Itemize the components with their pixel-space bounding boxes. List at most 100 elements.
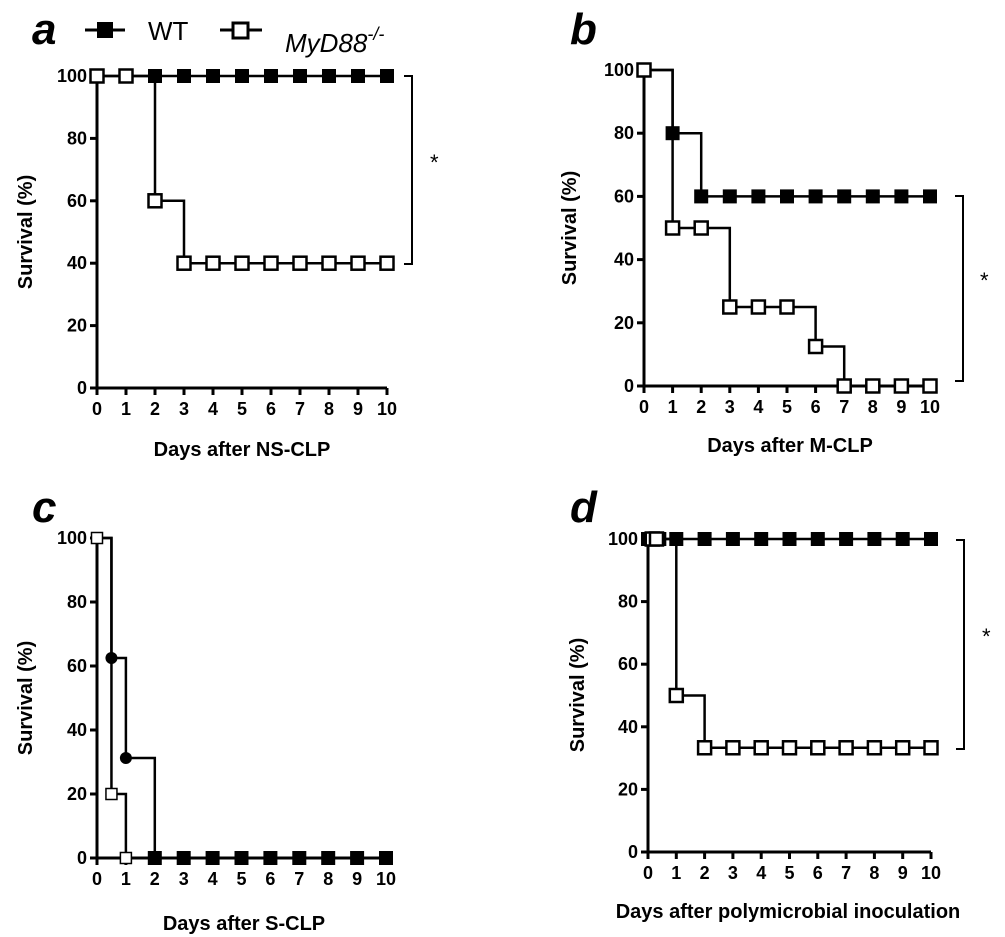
- panel-letter-b: b: [570, 5, 597, 54]
- x-tick-label: 9: [898, 863, 908, 883]
- y-axis-label: Survival (%): [559, 171, 581, 285]
- y-tick-label: 80: [67, 592, 87, 612]
- data-point: [810, 532, 825, 546]
- data-point: [866, 740, 883, 756]
- y-tick-label: 100: [604, 60, 634, 80]
- significance-star: *: [982, 624, 991, 649]
- significance-star: *: [430, 150, 439, 175]
- data-point: [350, 851, 365, 865]
- data-point: [668, 687, 685, 704]
- x-tick-label: 7: [841, 863, 851, 883]
- data-point: [722, 189, 737, 204]
- data-point: [648, 531, 665, 547]
- x-tick-label: 9: [352, 869, 362, 889]
- data-point: [697, 532, 712, 546]
- significance-bracket: [955, 195, 964, 382]
- panel-letter-c: c: [32, 483, 56, 532]
- legend-ko-label: MyD88-/-: [285, 24, 384, 58]
- y-tick-label: 60: [67, 656, 87, 676]
- data-point: [669, 532, 684, 546]
- significance-star: *: [980, 268, 989, 293]
- y-tick-label: 40: [67, 720, 87, 740]
- x-tick-label: 0: [92, 399, 102, 419]
- data-point: [379, 851, 393, 865]
- x-tick-label: 7: [295, 399, 305, 419]
- data-point: [636, 62, 652, 78]
- data-point: [235, 69, 249, 83]
- series-line: [97, 74, 387, 265]
- data-point: [779, 299, 795, 315]
- y-tick-label: 40: [67, 253, 87, 273]
- data-point: [839, 532, 854, 546]
- series-line: [644, 68, 930, 388]
- legend-ko-marker: [231, 21, 250, 40]
- x-tick-label: 6: [266, 399, 276, 419]
- data-point: [147, 851, 162, 865]
- data-point: [725, 532, 740, 546]
- data-point: [693, 220, 709, 236]
- data-point: [893, 378, 910, 394]
- x-tick-label: 2: [150, 399, 160, 419]
- y-tick-label: 20: [614, 313, 634, 333]
- x-tick-label: 4: [208, 399, 218, 419]
- legend-wt-label: WT: [148, 16, 189, 46]
- data-point: [694, 189, 709, 204]
- data-point: [922, 378, 938, 394]
- x-tick-label: 7: [839, 397, 849, 417]
- x-tick-label: 0: [643, 863, 653, 883]
- x-tick-label: 3: [725, 397, 735, 417]
- data-point: [665, 126, 680, 141]
- x-tick-label: 1: [668, 397, 678, 417]
- data-point: [807, 338, 824, 355]
- data-point: [379, 255, 395, 271]
- data-point: [810, 740, 826, 756]
- data-point: [923, 189, 937, 204]
- x-tick-label: 1: [671, 863, 681, 883]
- y-tick-label: 100: [57, 528, 87, 548]
- x-tick-label: 3: [179, 869, 189, 889]
- data-point: [722, 299, 738, 315]
- x-tick-label: 2: [696, 397, 706, 417]
- data-point: [865, 378, 881, 394]
- data-point: [148, 69, 162, 83]
- data-point: [205, 851, 220, 865]
- data-point: [754, 532, 769, 546]
- y-tick-label: 0: [77, 378, 87, 398]
- significance-bracket: [956, 539, 965, 750]
- y-tick-label: 20: [618, 779, 638, 799]
- x-tick-label: 3: [728, 863, 738, 883]
- panel-letter-d: d: [570, 483, 598, 532]
- x-tick-label: 4: [208, 869, 218, 889]
- legend-ko-superscript: -/-: [367, 24, 384, 44]
- series-line: [97, 536, 128, 858]
- data-point: [234, 851, 249, 865]
- data-point: [292, 851, 307, 865]
- series-line: [97, 536, 386, 860]
- x-tick-label: 5: [782, 397, 792, 417]
- x-axis-label: Days after polymicrobial inoculation: [616, 901, 961, 923]
- x-tick-label: 6: [265, 869, 275, 889]
- data-point: [263, 851, 278, 865]
- data-point: [895, 532, 910, 546]
- x-tick-label: 3: [179, 399, 189, 419]
- x-tick-label: 5: [237, 399, 247, 419]
- x-tick-label: 7: [294, 869, 304, 889]
- data-point: [89, 68, 105, 84]
- data-point: [923, 740, 939, 756]
- x-tick-label: 10: [920, 397, 940, 417]
- x-tick-label: 4: [756, 863, 766, 883]
- x-tick-label: 0: [639, 397, 649, 417]
- data-point: [751, 189, 766, 204]
- legend-wt-marker: [97, 22, 113, 38]
- y-tick-label: 80: [614, 123, 634, 143]
- y-tick-label: 100: [608, 529, 638, 549]
- x-tick-label: 10: [376, 869, 396, 889]
- data-point: [292, 255, 308, 271]
- data-point: [350, 255, 366, 271]
- y-tick-label: 20: [67, 784, 87, 804]
- y-tick-label: 80: [67, 128, 87, 148]
- data-point: [924, 532, 938, 546]
